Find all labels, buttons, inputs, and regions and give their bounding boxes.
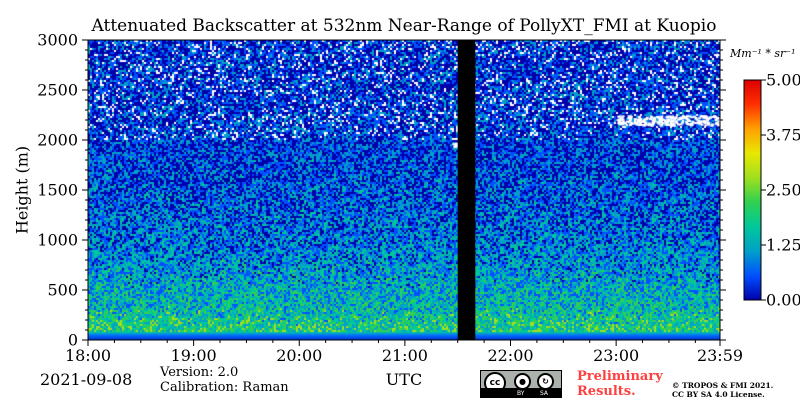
colorbar-gradient <box>743 79 762 301</box>
colorbar-tick-label: 2.50 <box>766 180 800 200</box>
y-tick-label: 0 <box>67 330 78 350</box>
preliminary-notice: Preliminary Results. <box>577 369 663 399</box>
badge-strip <box>481 388 561 397</box>
x-tick-label: 18:00 <box>64 346 112 365</box>
version-label: Version: 2.0 <box>160 365 239 380</box>
plot-area <box>88 40 720 340</box>
copyright-line: © TROPOS & FMI 2021. <box>672 381 774 390</box>
x-tick-label: 21:00 <box>381 346 428 365</box>
colorbar <box>743 79 766 301</box>
date-label: 2021-09-08 <box>40 370 133 389</box>
no-data-gap <box>457 40 476 340</box>
x-tick-label: 19:00 <box>170 346 217 365</box>
badge-sa-text: SA <box>540 390 549 397</box>
y-tick-label: 2000 <box>37 130 78 150</box>
y-tick-label: 1500 <box>37 180 78 200</box>
y-tick-label: 3000 <box>37 30 78 50</box>
x-tick-label: 23:00 <box>593 346 640 365</box>
x-axis-label: UTC <box>385 370 423 389</box>
colorbar-tick-label: 0.00 <box>766 290 800 310</box>
calibration-label: Calibration: Raman <box>160 380 289 395</box>
license-line: CC BY SA 4.0 License. <box>672 390 765 399</box>
y-tick-label: 500 <box>47 280 78 300</box>
copyright-notice: © TROPOS & FMI 2021. CC BY SA 4.0 Licens… <box>672 381 797 399</box>
colorbar-tick-label: 1.25 <box>766 235 800 255</box>
colorbar-unit-label: Mm⁻¹ * sr⁻¹ <box>730 47 796 60</box>
colorbar-tick-label: 5.00 <box>766 70 800 90</box>
axes <box>82 39 726 346</box>
chart-title: Attenuated Backscatter at 532nm Near-Ran… <box>91 16 717 36</box>
x-tick-label: 23:59 <box>696 346 744 365</box>
y-tick-label: 1000 <box>37 230 78 250</box>
x-tick-label: 20:00 <box>276 346 323 365</box>
x-tick-label: 22:00 <box>487 346 534 365</box>
colorbar-tick-label: 3.75 <box>766 125 800 145</box>
cc-license-badge[interactable]: cc ● ↻ BY SA <box>480 370 562 398</box>
heatmap-image <box>88 40 720 340</box>
y-tick-label: 2500 <box>37 80 78 100</box>
badge-by-text: BY <box>517 390 525 397</box>
